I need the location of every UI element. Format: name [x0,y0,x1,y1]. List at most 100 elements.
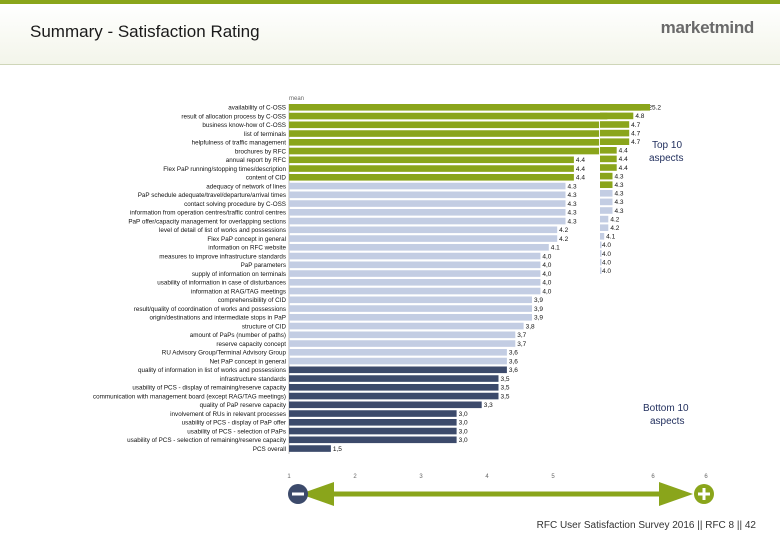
bar [289,392,499,400]
category-label: involvement of RUs in relevant processes [170,411,286,418]
top-10-annotation-line1: Top 10 [652,140,682,151]
value-label: 4,0 [542,253,551,260]
mini-bar [600,207,613,214]
category-label: usability of PCS - display of PaP offer [182,420,286,427]
category-label: adequacy of network of lines [206,183,286,190]
category-label: PaP offer/capacity management for overla… [128,218,286,225]
value-label: 1,5 [333,446,342,453]
mini-bar [600,190,613,197]
category-label: structure of CID [242,323,287,330]
mini-bar [600,241,602,249]
category-label: helpfulness of traffic management [192,140,287,147]
bar [289,279,541,286]
bottom-10-annotation-line1: Bottom 10 [643,403,689,414]
value-label: 3,9 [534,306,543,313]
top-10-annotation-line2: aspects [649,153,683,164]
category-label: result/quality of coordination of works … [134,306,286,313]
mini-value-label: 4.4 [619,156,628,163]
mini-value-label: 4.7 [631,139,640,146]
category-label: measures to improve infrastructure stand… [159,253,286,260]
value-label: 3,9 [534,315,543,322]
value-label: 4.3 [568,183,577,190]
slide-title: Summary - Satisfaction Rating [30,22,260,41]
category-label: information from operation centres/traff… [130,210,286,217]
mini-bar [600,129,630,137]
mini-bar [600,233,605,240]
mini-value-label: 4.4 [619,165,628,172]
bar [289,401,482,409]
bar [289,331,516,339]
top-accent-bar [0,0,780,4]
mini-value-label: 4.0 [602,242,611,249]
mini-value-label: 4.3 [615,173,624,180]
value-label: 3,5 [501,385,510,392]
bar [289,261,541,269]
x-tick-label: 2 [353,474,357,480]
mini-value-label: 4.4 [619,148,628,155]
category-label: quality of information in list of works … [138,367,286,374]
bar [289,410,457,417]
mini-bar [600,224,609,231]
x-tick-label: 4 [485,474,489,480]
mini-bar [600,112,634,120]
category-label: quality of PaP reserve capacity [200,402,287,409]
category-label: origin/destinations and intermediate sto… [149,315,286,322]
category-label: PaP parameters [241,262,286,269]
x-tick-label: 6 [704,474,708,480]
bar [289,366,507,374]
mini-value-label: 4.0 [602,251,611,258]
value-label: 4.1 [551,245,560,252]
category-label: amount of PaPs (number of paths) [190,332,286,339]
mini-value-label: 4.3 [615,191,624,198]
value-label: 3,5 [501,376,510,383]
bar [289,322,524,330]
minus-icon [292,492,304,496]
mini-value-label: 5.2 [652,105,661,112]
category-label: Flex PaP running/stopping times/descript… [163,166,286,173]
category-label: usability of PCS - selection of PaPs [187,428,286,435]
mini-bar [600,267,602,274]
category-label: usability of PCS - display of remaining/… [132,385,286,392]
bar [289,445,331,452]
value-label: 4.3 [568,192,577,199]
category-label: result of allocation process by C-OSS [181,113,286,120]
value-label: 3,8 [526,323,535,330]
value-label: 4.3 [568,201,577,208]
category-label: information on RFC website [208,245,286,252]
value-label: 3,6 [509,358,518,365]
value-label: 4.3 [568,210,577,217]
bar [289,165,574,172]
value-label: 3,5 [501,393,510,400]
bar [289,217,566,225]
bar [289,375,499,382]
value-label: 4,0 [542,280,551,287]
x-tick-label: 6 [651,474,655,480]
brand-logo: marketmind [660,18,755,37]
bar [289,209,566,216]
bar [289,235,558,242]
bar [289,436,457,444]
mini-value-label: 4.2 [610,216,619,223]
bar [289,252,541,260]
value-label: 3,0 [459,411,468,418]
x-tick-label: 3 [419,474,423,480]
mini-value-label: 4.0 [602,268,611,275]
value-label: 4.4 [576,166,585,173]
category-label: availability of C-OSS [228,105,286,112]
value-label: 3,7 [517,341,526,348]
bar [289,296,532,304]
bar [289,419,457,426]
bar [289,287,541,295]
bar [289,174,574,181]
bar [289,427,457,435]
mini-value-label: 4.1 [606,234,615,241]
arrow-left-head [300,482,334,506]
bar [289,244,549,251]
minus-badge [288,484,308,504]
plus-icon-v [702,488,706,500]
category-label: list of terminals [244,131,286,138]
category-label: comprehensibility of CID [218,297,287,304]
value-label: 4,0 [542,288,551,295]
value-label: 3,0 [459,420,468,427]
